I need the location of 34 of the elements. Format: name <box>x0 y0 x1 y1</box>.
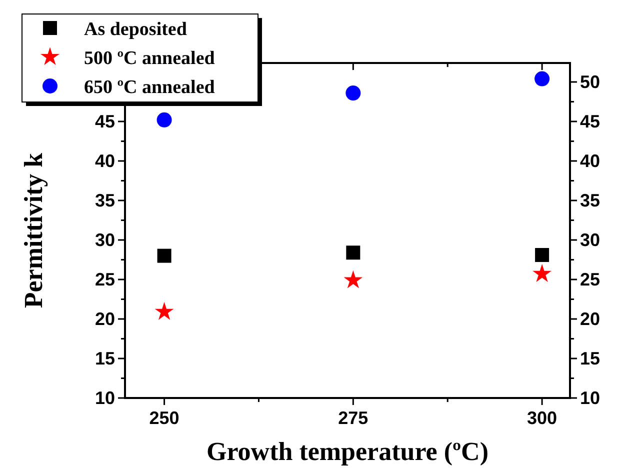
y-tick-label: 40 <box>94 150 115 171</box>
point <box>346 86 361 101</box>
x-tick-label: 300 <box>527 408 558 428</box>
y2-tick-label: 35 <box>580 190 600 210</box>
y2-tick-label: 20 <box>580 308 600 329</box>
y2-tick-label: 15 <box>580 348 600 368</box>
legend-label: 650 ºC annealed <box>84 77 216 98</box>
y-tick-label: 15 <box>94 348 115 368</box>
x-tick-label: 250 <box>149 408 180 428</box>
y-tick-label: 35 <box>94 190 115 210</box>
y2-tick-label: 10 <box>580 388 600 408</box>
legend-label: 500 ºC annealed <box>84 48 216 69</box>
y2-tick-label: 25 <box>580 269 600 290</box>
x-tick-label: 275 <box>338 408 368 428</box>
y-axis-title: Permittivity k <box>19 152 48 308</box>
x-axis-title: Growth temperature (ºC) <box>206 437 488 466</box>
y-tick-label: 25 <box>94 269 115 290</box>
point <box>532 264 552 282</box>
y-tick-label: 20 <box>94 308 115 329</box>
point <box>534 71 550 86</box>
point <box>344 270 363 288</box>
point <box>346 246 360 260</box>
point <box>535 248 550 262</box>
y-tick-label: 10 <box>94 388 115 408</box>
y2-tick-label: 30 <box>580 230 600 250</box>
point <box>156 112 172 128</box>
point <box>154 302 174 320</box>
y-tick-label: 45 <box>94 111 115 132</box>
y2-tick-label: 45 <box>580 111 600 132</box>
y-tick-label: 30 <box>94 230 115 250</box>
y2-tick-label: 50 <box>580 72 600 92</box>
y2-tick-label: 40 <box>580 150 600 171</box>
legend-label: As deposited <box>84 19 188 40</box>
point <box>157 248 172 263</box>
